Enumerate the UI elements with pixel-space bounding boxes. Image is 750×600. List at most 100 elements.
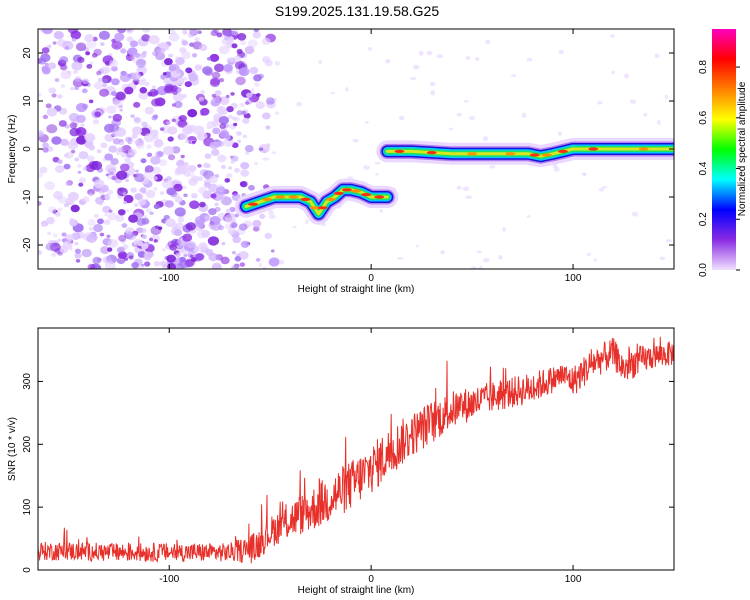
heatmap-speckle bbox=[128, 255, 134, 260]
heatmap-speckle bbox=[51, 136, 62, 145]
heatmap-speckle bbox=[139, 87, 148, 94]
heatmap-speckle bbox=[182, 76, 188, 81]
snr-x-tick-label: -100 bbox=[159, 574, 179, 585]
heatmap-speckle bbox=[180, 248, 189, 256]
heatmap-speckle bbox=[159, 127, 165, 132]
heatmap-speckle bbox=[112, 138, 121, 145]
heatmap-speckle bbox=[234, 256, 242, 262]
heatmap-speckle bbox=[236, 110, 244, 116]
heatmap-speckle bbox=[352, 139, 359, 143]
heatmap-speckle bbox=[226, 106, 234, 113]
heatmap-speckle bbox=[120, 152, 127, 158]
heatmap-speckle bbox=[225, 208, 231, 213]
heatmap-peak bbox=[374, 195, 385, 199]
heatmap-speckle bbox=[166, 187, 176, 196]
heatmap-speckle bbox=[79, 177, 87, 184]
heatmap-speckle bbox=[240, 161, 250, 170]
heatmap-peak bbox=[341, 188, 352, 192]
heatmap-speckle bbox=[175, 56, 180, 60]
heatmap-speckle bbox=[108, 59, 119, 68]
heatmap-speckle bbox=[179, 256, 186, 263]
heatmap-speckle bbox=[489, 165, 496, 169]
heatmap-speckle bbox=[198, 96, 205, 102]
heatmap-speckle bbox=[268, 257, 280, 267]
heatmap-speckle bbox=[465, 55, 471, 60]
heatmap-speckle bbox=[170, 226, 182, 236]
heatmap-speckle bbox=[161, 125, 171, 134]
heatmap-speckle bbox=[159, 191, 165, 195]
heatmap-speckle bbox=[140, 227, 147, 234]
heatmap-speckle bbox=[46, 44, 52, 49]
heatmap-speckle bbox=[664, 94, 669, 100]
heatmap-speckle bbox=[211, 262, 222, 269]
heatmap-speckle bbox=[124, 157, 131, 163]
heatmap-speckle bbox=[150, 225, 162, 235]
heatmap-speckle bbox=[117, 209, 126, 216]
heatmap-speckle bbox=[482, 135, 489, 142]
heatmap-speckle bbox=[63, 203, 69, 208]
heatmap-speckle bbox=[175, 222, 184, 229]
heatmap-speckle bbox=[57, 159, 63, 165]
heatmap-speckle bbox=[216, 186, 226, 195]
heatmap-speckle bbox=[39, 166, 48, 174]
heatmap-speckle bbox=[187, 241, 196, 249]
heatmap-speckle bbox=[191, 140, 196, 144]
heatmap-speckle bbox=[265, 125, 271, 130]
snr-x-label: Height of straight line (km) bbox=[298, 585, 415, 596]
heatmap-speckle bbox=[468, 115, 476, 120]
heatmap-speckle bbox=[82, 103, 89, 109]
heatmap-speckle bbox=[84, 133, 96, 143]
heatmap-speckle bbox=[52, 41, 57, 45]
heatmap-speckle bbox=[173, 101, 183, 109]
heatmap-speckle bbox=[43, 148, 49, 153]
colorbar-gradient bbox=[712, 29, 736, 270]
heatmap-speckle bbox=[253, 29, 260, 33]
heatmap-speckle bbox=[67, 140, 79, 150]
heatmap-speckle bbox=[429, 81, 436, 86]
heatmap-speckle bbox=[132, 230, 139, 236]
heatmap-speckle bbox=[115, 214, 125, 222]
heatmap-speckle bbox=[86, 63, 93, 69]
heatmap-speckle bbox=[153, 239, 158, 243]
heatmap-speckle bbox=[82, 78, 90, 85]
colorbar-tick-label: 0.4 bbox=[698, 161, 709, 175]
heatmap-speckle bbox=[187, 32, 195, 38]
heatmap-speckle bbox=[52, 233, 58, 238]
heatmap-speckle bbox=[476, 250, 483, 254]
heatmap-speckle bbox=[91, 160, 103, 171]
heatmap-speckle bbox=[144, 133, 155, 143]
heatmap-speckle bbox=[121, 223, 128, 228]
heatmap-peak bbox=[529, 153, 540, 157]
heatmap-speckle bbox=[133, 238, 143, 247]
heatmap-speckle bbox=[230, 155, 239, 162]
heatmap-speckle bbox=[76, 102, 88, 113]
heatmap-speckle bbox=[188, 29, 200, 34]
heatmap-speckle bbox=[242, 117, 250, 124]
colorbar: 0.0 0.2 0.4 0.6 0.8 Normalized spectral ampl… bbox=[698, 29, 748, 277]
heatmap-speckle bbox=[131, 261, 140, 269]
heatmap-speckle bbox=[86, 40, 97, 49]
heatmap-speckle bbox=[610, 34, 615, 38]
heatmap-speckle bbox=[143, 251, 154, 260]
heatmap-speckle bbox=[104, 194, 111, 200]
heatmap-speckle bbox=[68, 247, 73, 251]
heatmap-speckle bbox=[230, 222, 238, 229]
heatmap-speckle bbox=[218, 45, 230, 55]
heatmap-speckle bbox=[233, 55, 242, 62]
heatmap-speckle bbox=[92, 235, 98, 240]
heatmap-speckle bbox=[478, 265, 483, 269]
heatmap-speckle bbox=[198, 242, 208, 251]
heatmap-speckle bbox=[238, 223, 248, 231]
figure-title: S199.2025.131.19.58.G25 bbox=[275, 3, 439, 19]
heatmap-speckle bbox=[211, 120, 220, 127]
heatmap-speckle bbox=[163, 77, 171, 84]
heatmap-speckle bbox=[74, 86, 79, 90]
heatmap-speckle bbox=[92, 256, 102, 265]
heatmap-speckle bbox=[262, 149, 268, 154]
heatmap-peak bbox=[361, 193, 372, 197]
heatmap-speckle bbox=[185, 67, 193, 74]
heatmap-speckle bbox=[426, 50, 433, 56]
heatmap-speckle bbox=[243, 112, 251, 119]
heatmap-speckle bbox=[502, 227, 506, 232]
heatmap-speckle bbox=[45, 242, 55, 251]
